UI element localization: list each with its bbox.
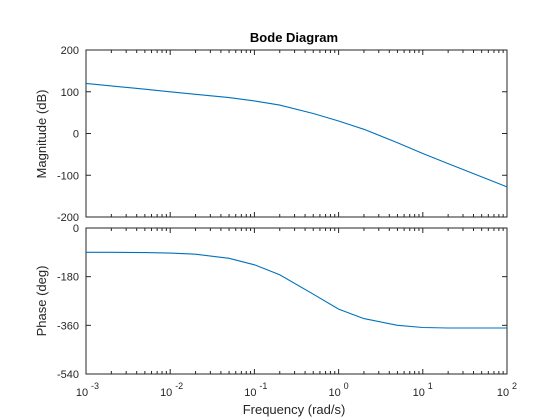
y-tick-label: -360 [57, 320, 79, 332]
phase-ytick-labels: 0 -180 -360 -540 [57, 223, 79, 381]
magnitude-ticks [85, 49, 508, 218]
x-tick-exponent: 2 [512, 381, 517, 391]
x-tick-exponent: -1 [259, 381, 267, 391]
magnitude-panel: 200 100 0 -100 -200 Magnitude (dB) [34, 45, 508, 224]
phase-axes-frame [85, 227, 508, 375]
y-tick-label: 0 [73, 129, 79, 141]
x-tick-label: 10 [76, 387, 88, 399]
magnitude-ytick-labels: 200 100 0 -100 -200 [57, 45, 79, 224]
magnitude-series-line [85, 82, 508, 188]
y-tick-label: 0 [73, 223, 79, 235]
phase-ylabel: Phase (deg) [34, 266, 49, 337]
magnitude-ylabel: Magnitude (dB) [34, 90, 49, 179]
y-tick-label: -180 [57, 272, 79, 284]
phase-ticks [85, 227, 508, 375]
x-tick-label: 10 [413, 387, 425, 399]
y-tick-label: 200 [61, 45, 79, 57]
x-tick-exponent: 1 [428, 381, 433, 391]
magnitude-axes-frame [85, 49, 508, 218]
y-tick-label: -200 [57, 212, 79, 224]
y-tick-label: 100 [61, 87, 79, 99]
x-tick-label: 10 [328, 387, 340, 399]
phase-series-line [86, 251, 507, 329]
x-tick-exponent: -3 [91, 381, 99, 391]
phase-panel: 0 -180 -360 -540 Phase (deg) [34, 223, 508, 381]
x-tick-label: 10 [160, 387, 172, 399]
x-tick-exponent: -2 [175, 381, 183, 391]
x-axis-label: Frequency (rad/s) [243, 402, 346, 417]
x-tick-exponent: 0 [344, 381, 349, 391]
x-tick-label: 10 [497, 387, 509, 399]
y-tick-label: -100 [57, 170, 79, 182]
y-tick-label: -540 [57, 369, 79, 381]
chart-title: Bode Diagram [250, 30, 338, 45]
x-tick-label: 10 [244, 387, 256, 399]
